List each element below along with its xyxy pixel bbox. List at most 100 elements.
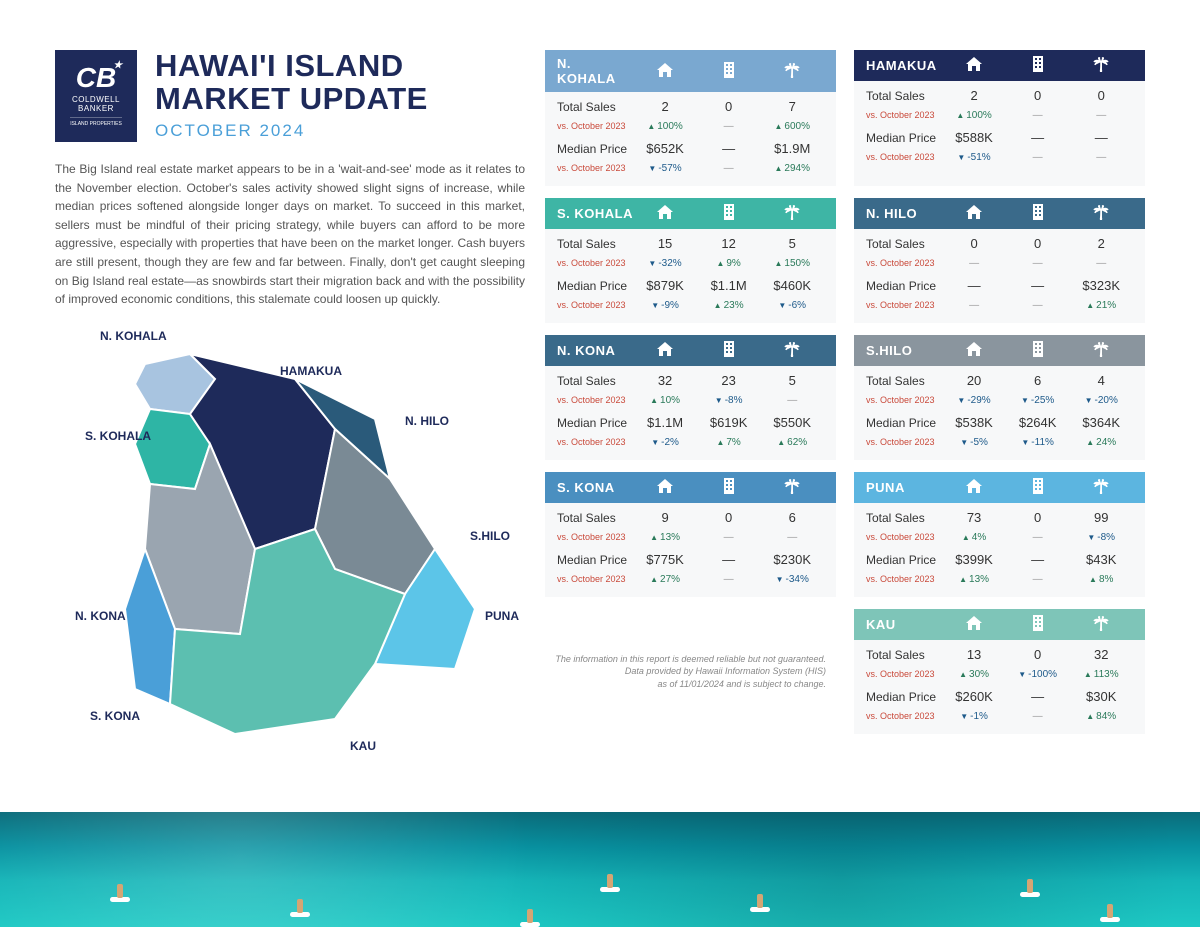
sales-land-change: — (760, 390, 824, 408)
sales-condo-change: — (697, 116, 761, 134)
compare-label: vs. October 2023 (557, 532, 633, 542)
building-icon (697, 478, 761, 497)
price-condo: $264K (1006, 414, 1070, 432)
price-condo: $619K (697, 414, 761, 432)
compare-label: vs. October 2023 (557, 574, 633, 584)
house-icon (633, 63, 697, 80)
compare-label: vs. October 2023 (866, 258, 942, 268)
price-label: Median Price (557, 142, 633, 156)
price-land-change: ▲8% (1069, 569, 1133, 587)
sales-land: 0 (1069, 87, 1133, 105)
sales-house: 73 (942, 509, 1006, 527)
price-land: $43K (1069, 551, 1133, 569)
district-card: S.HILOTotal Sales2064vs. October 2023▼-2… (854, 335, 1145, 460)
map-label: HAMAKUA (280, 364, 342, 378)
building-icon (697, 204, 761, 223)
price-land: $550K (760, 414, 824, 432)
sales-land-change: — (1069, 105, 1133, 123)
sales-land-change: ▲150% (760, 253, 824, 271)
sales-label: Total Sales (866, 237, 942, 251)
district-name: PUNA (866, 480, 942, 495)
sales-land: 5 (760, 372, 824, 390)
sales-label: Total Sales (866, 374, 942, 388)
price-condo-change: — (1006, 706, 1070, 724)
sales-house: 0 (942, 235, 1006, 253)
compare-label: vs. October 2023 (557, 121, 633, 131)
price-condo-change: — (1006, 147, 1070, 165)
price-land-change: ▼-34% (760, 569, 824, 587)
compare-label: vs. October 2023 (866, 395, 942, 405)
map-label: PUNA (485, 609, 519, 623)
surfer-figure (600, 862, 620, 892)
sales-house: 20 (942, 372, 1006, 390)
card-header: S.HILO (854, 335, 1145, 366)
price-label: Median Price (866, 690, 942, 704)
district-card: S. KONATotal Sales906vs. October 2023▲13… (545, 472, 836, 597)
price-condo-change: — (1006, 569, 1070, 587)
card-header: PUNA (854, 472, 1145, 503)
sales-label: Total Sales (557, 511, 633, 525)
district-name: S. KONA (557, 480, 633, 495)
sales-condo: 0 (1006, 87, 1070, 105)
compare-label: vs. October 2023 (866, 532, 942, 542)
district-card: N. KONATotal Sales32235vs. October 2023▲… (545, 335, 836, 460)
compare-label: vs. October 2023 (866, 300, 942, 310)
price-land-change: ▲24% (1069, 432, 1133, 450)
sales-condo: 12 (697, 235, 761, 253)
building-icon (1006, 56, 1070, 75)
surfer-figure (1100, 892, 1120, 922)
map-label: S.HILO (470, 529, 510, 543)
sales-condo-change: ▼-25% (1006, 390, 1070, 408)
card-header: N. KOHALA (545, 50, 836, 92)
report-month: OCTOBER 2024 (155, 121, 428, 141)
price-land-change: ▼-6% (760, 295, 824, 313)
price-condo: — (1006, 551, 1070, 569)
sales-condo: 23 (697, 372, 761, 390)
price-condo-change: ▲23% (697, 295, 761, 313)
price-land: — (1069, 129, 1133, 147)
building-icon (697, 341, 761, 360)
price-label: Median Price (866, 553, 942, 567)
sales-condo: 6 (1006, 372, 1070, 390)
sales-condo-change: ▼-8% (697, 390, 761, 408)
house-icon (633, 342, 697, 359)
surfer-figure (290, 887, 310, 917)
district-card: N. KOHALATotal Sales207vs. October 2023▲… (545, 50, 836, 186)
compare-label: vs. October 2023 (557, 395, 633, 405)
map-label: N. KOHALA (100, 329, 167, 343)
sales-house-change: — (942, 253, 1006, 271)
price-label: Median Price (866, 279, 942, 293)
logo-brand: COLDWELL BANKER (59, 95, 133, 114)
palm-icon (1069, 204, 1133, 223)
price-condo: — (1006, 688, 1070, 706)
sales-house-change: ▲10% (633, 390, 697, 408)
sales-label: Total Sales (866, 648, 942, 662)
sales-house: 13 (942, 646, 1006, 664)
sales-condo-change: — (1006, 527, 1070, 545)
district-name: S.HILO (866, 343, 942, 358)
island-map: N. KOHALAHAMAKUAS. KOHALAN. HILOS.HILOPU… (55, 319, 525, 749)
price-land-change: ▲21% (1069, 295, 1133, 313)
sales-land: 7 (760, 98, 824, 116)
district-name: HAMAKUA (866, 58, 942, 73)
sales-land: 2 (1069, 235, 1133, 253)
sales-condo-change: — (697, 527, 761, 545)
sales-house-change: ▼-32% (633, 253, 697, 271)
price-land: $323K (1069, 277, 1133, 295)
price-label: Median Price (557, 279, 633, 293)
price-land-change: ▲62% (760, 432, 824, 450)
district-name: N. HILO (866, 206, 942, 221)
surfer-figure (110, 872, 130, 902)
building-icon (1006, 615, 1070, 634)
building-icon (697, 62, 761, 81)
sales-condo: 0 (1006, 235, 1070, 253)
compare-label: vs. October 2023 (866, 574, 942, 584)
price-house: $1.1M (633, 414, 697, 432)
card-header: N. HILO (854, 198, 1145, 229)
surfer-figure (520, 897, 540, 927)
sales-house-change: ▲13% (633, 527, 697, 545)
district-name: N. KOHALA (557, 56, 633, 86)
price-house: $652K (633, 140, 697, 158)
district-name: N. KONA (557, 343, 633, 358)
price-house: $399K (942, 551, 1006, 569)
